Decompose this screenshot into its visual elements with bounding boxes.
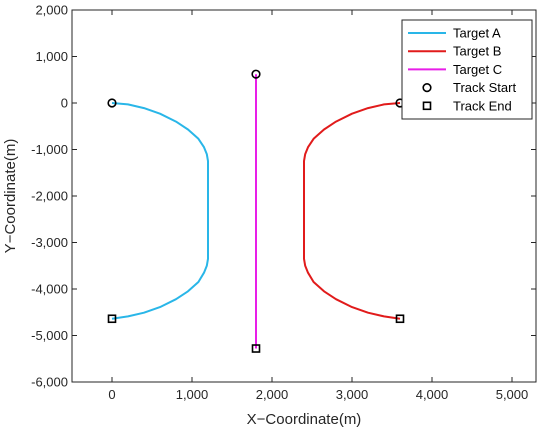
y-tick-label: -1,000 [31,142,68,157]
x-tick-label: 3,000 [336,387,369,402]
y-tick-label: 2,000 [35,3,68,18]
y-tick-label: -2,000 [31,189,68,204]
y-tick-label: -5,000 [31,328,68,343]
series-line-target-b [303,102,401,320]
y-tick-label: 0 [61,96,68,111]
track-start-marker [251,69,261,79]
y-axis-label: Y−Coordinate(m) [2,139,19,254]
track-end-marker [251,344,261,353]
x-tick-label: 5,000 [496,387,529,402]
x-axis: 0 1,000 2,000 3,000 4,000 5,000 [108,10,528,402]
plot-marks [107,69,405,353]
x-tick-label: 1,000 [176,387,209,402]
legend-label-target-c: Target C [453,62,502,77]
series-line-target-a [111,102,209,320]
y-axis: 2,000 1,000 0 -1,000 -2,000 -3,000 -4,000 -5,00… [31,3,536,390]
legend: Target A Target B Target C Track Start Track… [401,19,533,120]
x-tick-label: 4,000 [416,387,449,402]
legend-swatch-track-end [422,101,432,111]
track-start-marker [107,98,117,108]
legend-label-track-start: Track Start [453,80,516,95]
track-end-marker [107,314,117,324]
track-end-marker [395,314,405,324]
y-tick-label: -4,000 [31,282,68,297]
legend-label-target-a: Target A [453,26,501,41]
y-tick-label: -3,000 [31,235,68,250]
y-tick-label: -6,000 [31,375,68,390]
legend-label-track-end: Track End [453,98,512,113]
y-tick-label: 1,000 [35,49,68,64]
legend-swatch-track-start [422,82,432,93]
legend-label-target-b: Target B [453,44,501,59]
x-tick-label: 2,000 [256,387,289,402]
x-tick-label: 0 [108,387,115,402]
x-axis-label: X−Coordinate(m) [247,411,362,428]
